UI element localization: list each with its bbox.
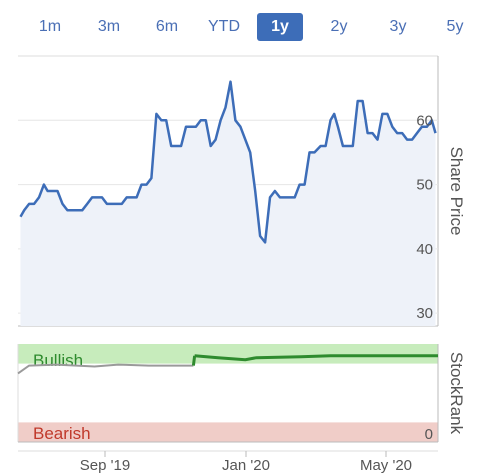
time-label-jan20: Jan '20: [222, 457, 270, 474]
price-line: [19, 80, 437, 244]
range-6m-button[interactable]: 6m: [155, 18, 179, 35]
range-1y-button[interactable]: 1y: [257, 13, 303, 41]
time-label-may20: May '20: [360, 457, 412, 474]
range-5y-button[interactable]: 5y: [446, 18, 464, 35]
stockrank-lines: [17, 354, 438, 375]
rank-tick-0: 0: [425, 426, 433, 443]
range-1m-button[interactable]: 1m: [38, 18, 62, 35]
price-tick-40: 40: [416, 241, 433, 258]
bearish-label: Bearish: [33, 424, 91, 443]
price-area-fill: [20, 81, 436, 326]
price-tick-labels: 30 40 50 60: [416, 112, 433, 322]
bullish-zone: [18, 344, 438, 364]
price-tick-30: 30: [416, 305, 433, 322]
stockrank-line-green: [194, 354, 438, 362]
price-axis-title: Share Price: [447, 147, 466, 236]
bearish-zone: [18, 422, 438, 442]
price-tick-60: 60: [416, 112, 433, 129]
price-tick-50: 50: [416, 177, 433, 194]
stockrank-axis-title: StockRank: [447, 352, 466, 435]
time-axis: Sep '19 Jan '20 May '20: [18, 450, 438, 474]
stockrank-jump: [191, 355, 197, 366]
stockrank-line-gray: [17, 363, 194, 375]
range-2y-button[interactable]: 2y: [330, 18, 348, 35]
bullish-label: Bullish: [33, 351, 83, 370]
time-label-sep19: Sep '19: [80, 457, 130, 474]
range-ytd-button[interactable]: YTD: [208, 18, 240, 35]
range-3m-button[interactable]: 3m: [97, 18, 121, 35]
range-selector: 1m 3m 6m YTD 1y 2y 3y 5y: [0, 10, 484, 44]
range-3y-button[interactable]: 3y: [389, 18, 407, 35]
